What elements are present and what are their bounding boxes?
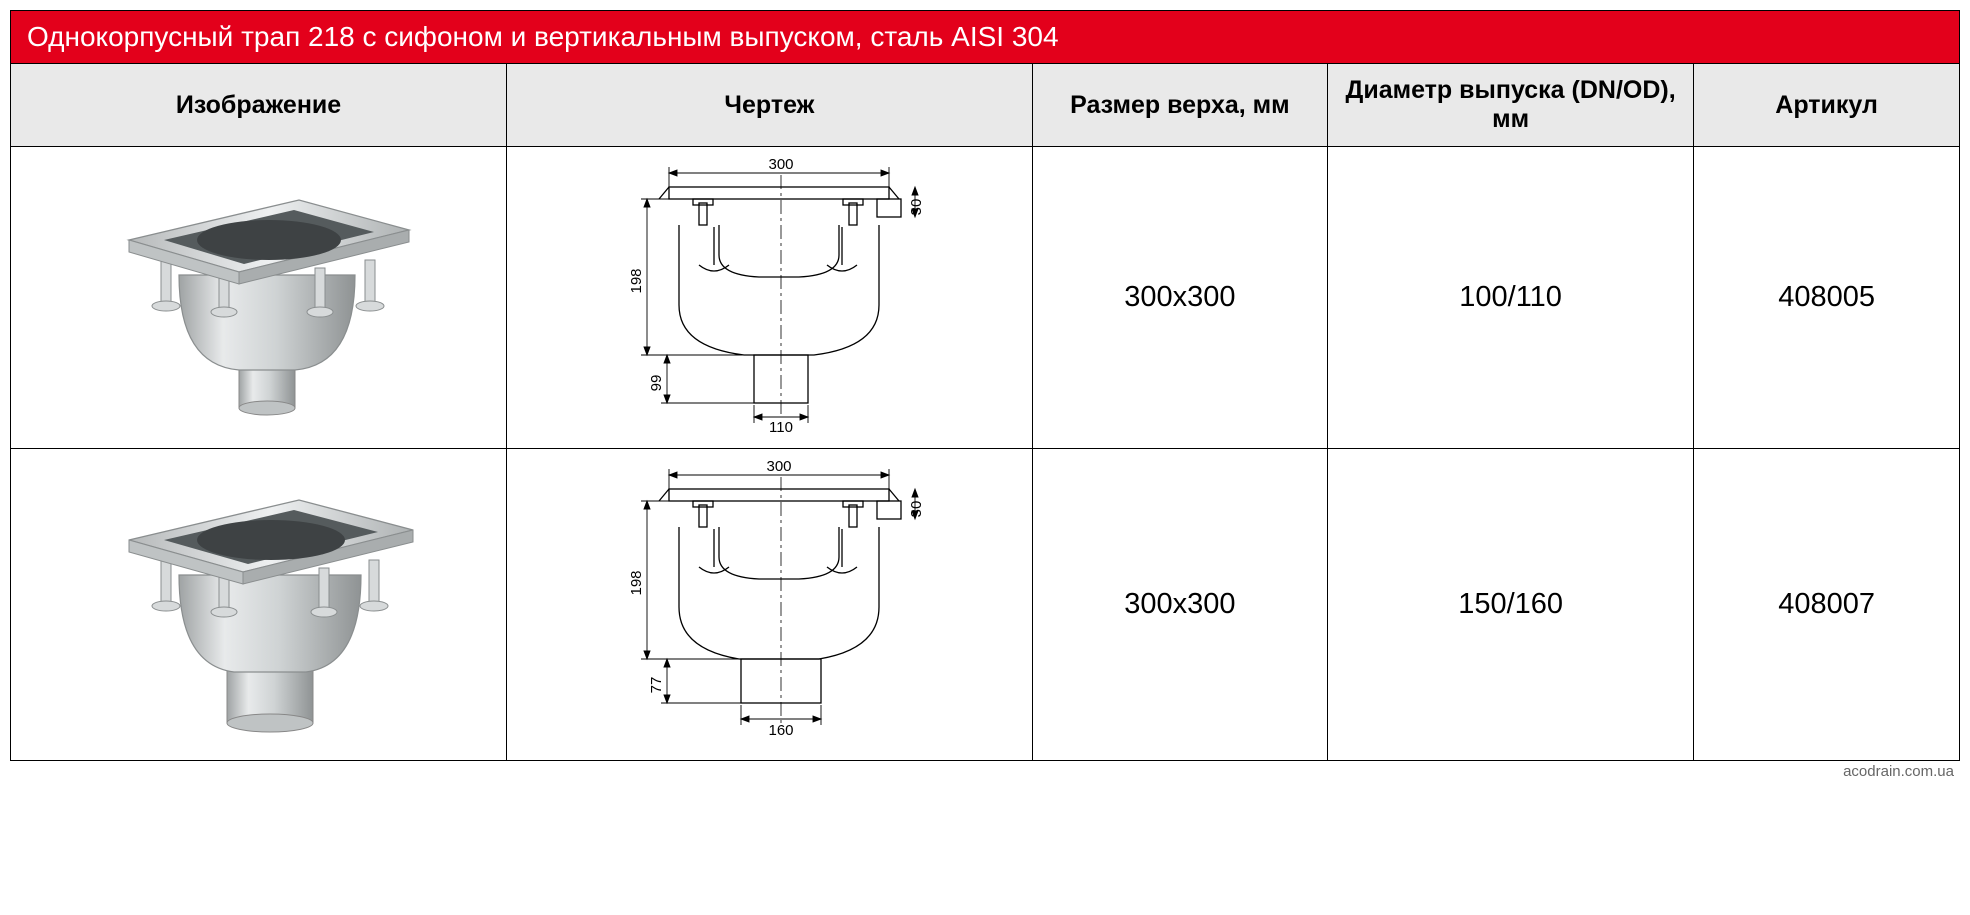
cell-article: 408005 [1694,147,1960,449]
col-head-drawing: Чертеж [507,64,1033,147]
cell-dnod: 100/110 [1328,147,1694,449]
cell-topsize: 300x300 [1032,449,1327,761]
product-drawing-cell: 300 30 198 99 110 [507,147,1033,449]
col-head-topsize: Размер верха, мм [1032,64,1327,147]
cell-dnod: 150/160 [1328,449,1694,761]
col-head-image: Изображение [11,64,507,147]
dim-outlet-h: 99 [648,375,665,392]
table-row: 300 30 198 99 110 300x300 100/110 408005 [11,147,1960,449]
product-drawing-icon: 300 30 198 99 110 [559,155,979,435]
product-table: Однокорпусный трап 218 с сифоном и верти… [10,10,1960,761]
product-render-cell [11,449,507,761]
dim-flange-h: 30 [908,501,925,518]
dim-body-h: 198 [628,570,645,595]
cell-article: 408007 [1694,449,1960,761]
product-render-icon [69,460,449,745]
dim-flange-h: 30 [908,199,925,216]
dim-body-h: 198 [628,268,645,293]
product-drawing-icon: 300 30 198 77 160 [559,457,979,747]
col-head-article: Артикул [1694,64,1960,147]
dim-top-width: 300 [767,458,792,475]
col-head-dnod: Диаметр выпуска (DN/OD), мм [1328,64,1694,147]
product-render-icon [69,160,449,430]
dim-outlet-h: 77 [648,677,665,694]
dim-outlet-d: 160 [769,722,794,739]
dim-top-width: 300 [769,156,794,173]
table-title: Однокорпусный трап 218 с сифоном и верти… [11,11,1960,64]
product-drawing-cell: 300 30 198 77 160 [507,449,1033,761]
dim-outlet-d: 110 [769,419,793,435]
product-render-cell [11,147,507,449]
cell-topsize: 300x300 [1032,147,1327,449]
table-row: 300 30 198 77 160 300x300 150/160 408007 [11,449,1960,761]
footer-watermark: acodrain.com.ua [10,761,1960,780]
